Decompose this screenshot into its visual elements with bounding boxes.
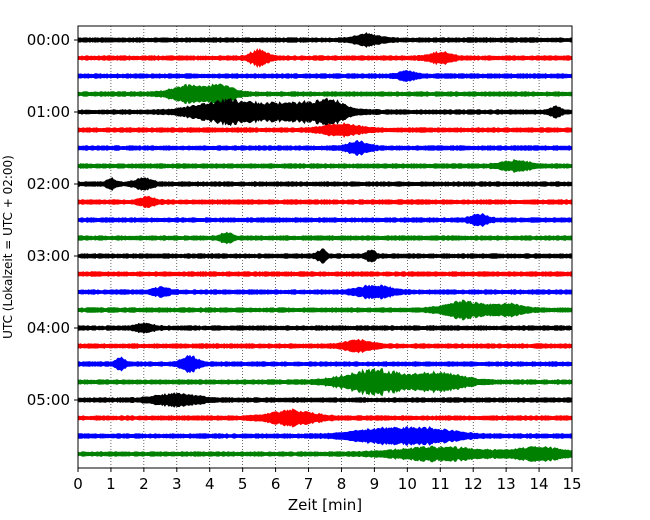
trace-line: [77, 97, 573, 127]
trace-line: [77, 195, 573, 209]
x-tick-label: 6: [271, 475, 281, 493]
y-tick-label: 02:00: [27, 175, 70, 193]
y-tick-label: 04:00: [27, 319, 70, 337]
x-tick-label: 2: [139, 475, 149, 493]
x-tick-label: 7: [304, 475, 314, 493]
trace-line: [77, 32, 573, 48]
trace-line: [77, 69, 573, 83]
trace-line: [77, 213, 573, 227]
trace-line: [77, 284, 573, 300]
trace-line: [77, 408, 573, 428]
trace-line: [77, 299, 573, 321]
trace-line: [77, 338, 573, 354]
plot-frame: [77, 25, 573, 469]
trace-line: [77, 139, 573, 157]
y-axis-label: UTC (Lokalzeit = UTC + 02:00): [1, 155, 15, 339]
trace-line: [77, 158, 573, 174]
trace-line: [77, 354, 573, 374]
x-tick-label: 14: [530, 475, 549, 493]
trace-line: [77, 231, 573, 245]
trace-line: [77, 271, 573, 277]
trace-line: [77, 177, 573, 191]
x-tick-label: 5: [238, 475, 248, 493]
x-ticks: 0 1 2 3 4 5 6 7 8 9 10 11 12 13 14 15: [73, 468, 582, 493]
x-tick-label: 12: [464, 475, 483, 493]
x-tick-label: 15: [562, 475, 581, 493]
y-tick-label: 03:00: [27, 247, 70, 265]
y-tick-label: 01:00: [27, 103, 70, 121]
x-axis-label: Zeit [min]: [288, 496, 362, 514]
y-tick-label: 05:00: [27, 391, 70, 409]
x-tick-label: 3: [172, 475, 182, 493]
x-tick-label: 1: [106, 475, 116, 493]
trace-line: [77, 392, 573, 408]
x-tick-label: 9: [370, 475, 380, 493]
y-ticks: 00:00 01:00 02:00 03:00 04:00 05:00: [27, 31, 78, 409]
x-tick-label: 8: [337, 475, 347, 493]
x-tick-label: 0: [73, 475, 83, 493]
y-tick-label: 00:00: [27, 31, 70, 49]
trace-line: [77, 48, 573, 68]
x-tick-label: 10: [398, 475, 417, 493]
trace-line: [77, 445, 573, 463]
x-tick-label: 13: [497, 475, 516, 493]
x-tick-label: 4: [205, 475, 215, 493]
x-tick-label: 11: [431, 475, 450, 493]
trace-line: [77, 425, 573, 447]
trace-line: [77, 367, 573, 397]
trace-line: [77, 321, 573, 335]
trace-lines: [77, 32, 573, 463]
trace-line: [77, 248, 573, 264]
